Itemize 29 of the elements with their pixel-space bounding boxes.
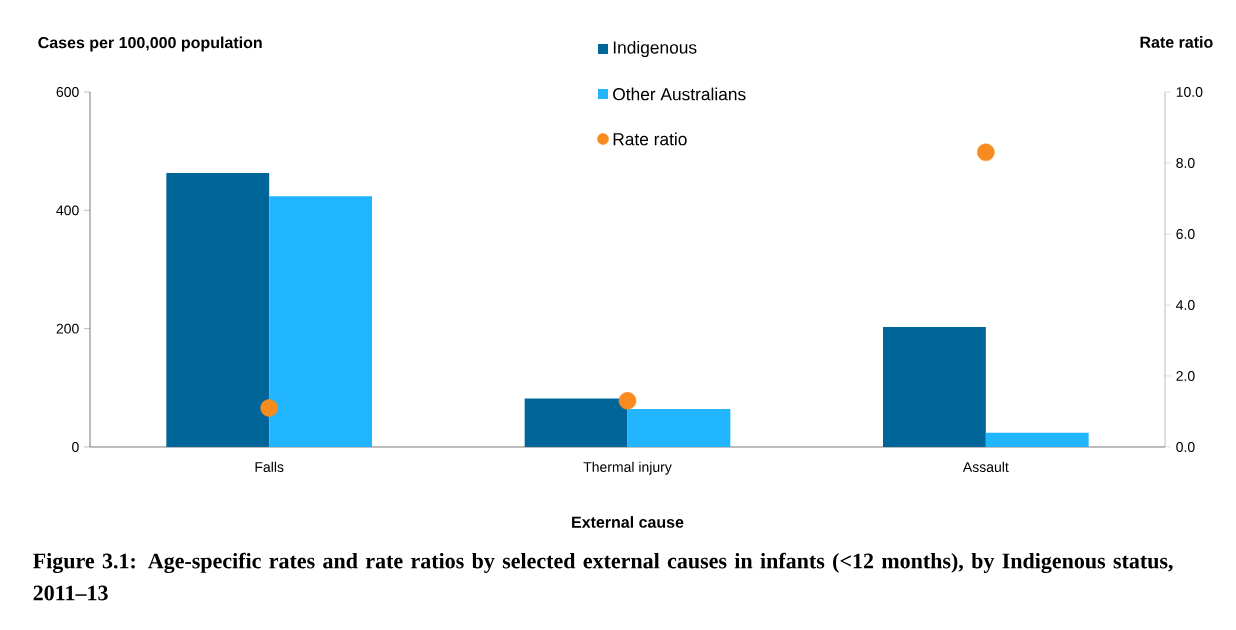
y-tick-label: 600 [56, 87, 79, 97]
legend-label: Other Australians [613, 87, 746, 101]
y2-tick-label: 6.0 [1176, 229, 1195, 239]
bar [269, 196, 373, 447]
caption: Figure 3.1: Age-specific rates and rate ratios by selected external causes in infants (<12 months), by Indigenous status, 2011–13 [33, 552, 1173, 601]
bar [524, 398, 628, 447]
y2-tick-label: 8.0 [1176, 158, 1195, 168]
point [618, 392, 637, 410]
x-tick-label: Thermal injury [583, 461, 672, 475]
bar [166, 173, 270, 447]
y-tick-label: 400 [56, 205, 79, 216]
legend-label: Indigenous [613, 40, 697, 58]
x-tick-label: Falls [255, 461, 284, 472]
bar [985, 432, 1089, 447]
x-tick-label: Assault [962, 461, 1009, 472]
y-tick-label: 0 [72, 442, 79, 452]
point [977, 143, 995, 162]
bar [627, 409, 731, 447]
y2-tick-label: 2.0 [1176, 371, 1195, 381]
y2-tick-label: 0.0 [1176, 442, 1195, 452]
point [260, 399, 278, 417]
y2-tick-label: 10.0 [1176, 87, 1203, 97]
legend-label: Rate ratio [613, 132, 687, 146]
y-axis-title: Cases per 100,000 population [38, 36, 262, 52]
y-tick-label: 200 [56, 323, 79, 334]
x-axis-title: External cause [572, 516, 684, 528]
y2-axis-title: Rate ratio [1140, 36, 1213, 48]
bar [883, 326, 986, 447]
y2-tick-label: 4.0 [1176, 300, 1195, 310]
